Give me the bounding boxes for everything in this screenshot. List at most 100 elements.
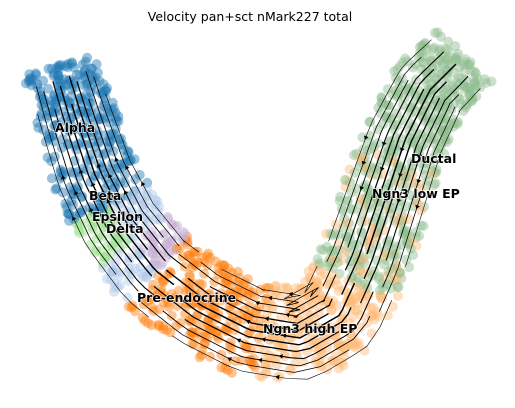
cell-point bbox=[110, 177, 120, 188]
cell-point bbox=[184, 272, 195, 282]
cell-point bbox=[270, 280, 281, 291]
cell-point bbox=[142, 191, 153, 202]
cell-point bbox=[217, 265, 228, 276]
cell-point bbox=[463, 59, 474, 70]
velocity-streamline bbox=[165, 269, 329, 332]
velocity-streamline bbox=[209, 274, 337, 318]
cell-point bbox=[166, 289, 177, 300]
cell-point bbox=[393, 76, 404, 86]
cell-point bbox=[403, 83, 414, 94]
cell-point bbox=[449, 84, 460, 95]
cell-point bbox=[245, 358, 256, 368]
velocity-arrowhead bbox=[91, 182, 96, 187]
cell-point bbox=[427, 44, 438, 55]
cell-point bbox=[414, 42, 425, 53]
cell-point bbox=[389, 124, 399, 135]
cell-point bbox=[68, 62, 79, 73]
cell-point bbox=[445, 61, 455, 72]
cell-point bbox=[180, 309, 191, 319]
cell-point bbox=[436, 141, 446, 152]
cell-point bbox=[371, 255, 382, 266]
velocity-arrowhead bbox=[108, 173, 113, 179]
cell-point bbox=[66, 189, 77, 200]
cell-point bbox=[353, 340, 363, 351]
cluster-label-ductal: Ductal bbox=[411, 151, 456, 166]
cell-point bbox=[313, 279, 324, 290]
cell-point bbox=[337, 324, 348, 335]
cell-point bbox=[342, 196, 353, 207]
cell-point bbox=[202, 260, 213, 271]
cell-point bbox=[460, 54, 471, 65]
cell-point bbox=[111, 116, 122, 127]
cell-point bbox=[46, 173, 57, 184]
cell-point bbox=[389, 249, 400, 260]
cell-point bbox=[368, 302, 379, 313]
cell-point bbox=[363, 290, 374, 301]
cell-point bbox=[104, 107, 115, 118]
cell-point bbox=[316, 294, 327, 305]
cell-point bbox=[414, 230, 425, 241]
cell-point bbox=[213, 263, 224, 274]
cell-point bbox=[42, 110, 53, 121]
cell-point bbox=[43, 83, 53, 94]
cell-point bbox=[101, 273, 112, 284]
cell-point bbox=[274, 335, 285, 346]
cell-point bbox=[453, 72, 464, 83]
cell-point bbox=[77, 191, 88, 202]
cell-point bbox=[458, 106, 469, 116]
cell-point bbox=[352, 277, 363, 288]
cell-point bbox=[392, 89, 403, 100]
cell-point bbox=[445, 87, 456, 98]
cell-point bbox=[319, 294, 330, 305]
cell-point bbox=[290, 349, 301, 360]
cell-point bbox=[430, 178, 441, 189]
cell-point bbox=[312, 254, 323, 265]
cell-point bbox=[347, 311, 358, 322]
cell-point bbox=[146, 226, 157, 237]
cell-point bbox=[226, 367, 237, 378]
cell-point bbox=[381, 112, 392, 123]
cell-point bbox=[430, 139, 441, 150]
cell-point bbox=[418, 58, 429, 69]
cell-point bbox=[345, 177, 356, 188]
cell-point bbox=[427, 166, 438, 177]
cell-point bbox=[62, 139, 73, 150]
cell-point bbox=[192, 257, 203, 268]
cell-point bbox=[467, 93, 478, 104]
cell-point bbox=[114, 233, 125, 244]
cell-point bbox=[314, 308, 325, 319]
cell-point bbox=[314, 260, 325, 271]
cell-point bbox=[392, 281, 403, 292]
velocity-streamline bbox=[43, 91, 139, 292]
cell-point bbox=[78, 74, 89, 84]
cell-point bbox=[326, 304, 337, 315]
cell-point bbox=[353, 287, 364, 298]
cell-point bbox=[336, 255, 346, 266]
velocity-streamline bbox=[59, 86, 153, 277]
cell-point bbox=[169, 245, 180, 256]
cell-point bbox=[254, 341, 265, 352]
cell-point bbox=[68, 167, 79, 178]
cell-point bbox=[315, 265, 326, 276]
cell-point bbox=[146, 320, 157, 331]
cell-point bbox=[106, 266, 117, 277]
cell-point bbox=[382, 84, 393, 95]
cell-point bbox=[222, 272, 233, 283]
cell-point bbox=[114, 248, 125, 259]
cell-point bbox=[116, 133, 126, 144]
cell-point bbox=[143, 318, 153, 329]
cell-point bbox=[372, 124, 383, 135]
cell-point bbox=[216, 362, 227, 373]
cell-point bbox=[366, 328, 377, 339]
cell-point bbox=[338, 342, 349, 353]
cell-point bbox=[91, 84, 102, 95]
cell-point bbox=[202, 325, 213, 336]
velocity-arrowhead bbox=[114, 157, 119, 162]
cell-point bbox=[145, 263, 156, 274]
velocity-arrowhead bbox=[255, 301, 261, 306]
cell-point bbox=[372, 306, 383, 317]
cell-point bbox=[99, 251, 109, 262]
cell-point bbox=[112, 267, 123, 278]
cluster-label-ngn3-low-ep: Ngn3 low EP bbox=[372, 186, 460, 201]
velocity-arrowhead bbox=[246, 319, 251, 325]
